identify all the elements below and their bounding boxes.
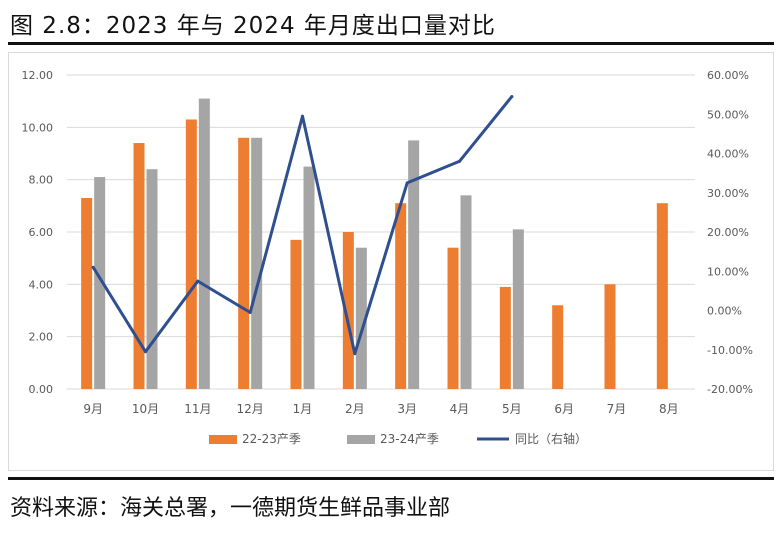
y-left-tick-label: 6.00 [29,226,54,239]
x-tick-label: 2月 [345,402,365,416]
title-rule [8,42,774,45]
y-right-tick-label: 30.00% [707,187,749,200]
x-tick-label: 1月 [293,402,313,416]
y-right-tick-label: 60.00% [707,69,749,82]
source-note: 资料来源：海关总署，一德期货生鲜品事业部 [10,496,451,521]
bar-2223-1 [81,197,93,389]
figure-title: 图 2.8：2023 年与 2024 年月度出口量对比 [10,13,496,39]
legend-swatch-2 [347,435,375,444]
y-right-tick-label: 40.00% [707,148,749,161]
bar-2324-7 [408,140,420,389]
x-tick-label: 3月 [397,402,417,416]
bar-2223-6 [342,232,354,389]
yoy-point-6 [353,352,357,356]
y-left-tick-label: 2.00 [29,331,54,344]
bar-2223-5 [290,239,302,389]
x-tick-label: 7月 [607,402,627,416]
bar-2223-10 [552,305,564,389]
bar-2324-2 [146,169,158,389]
bar-2223-4 [238,137,250,389]
y-left-tick-label: 4.00 [29,278,54,291]
y-right-tick-label: 20.00% [707,226,749,239]
x-tick-label: 11月 [184,402,211,416]
legend-label-1: 22-23产季 [242,432,301,446]
source-rule [8,477,774,480]
y-right-tick-label: 0.00% [707,305,742,318]
yoy-point-5 [301,114,304,118]
y-left-tick-label: 10.00 [22,121,54,134]
y-right-tick-label: 10.00% [707,265,749,278]
x-tick-label: 6月 [554,402,574,416]
legend-label-3: 同比（右轴） [515,431,587,446]
bar-2223-7 [395,203,407,389]
bar-2223-8 [447,247,459,389]
yoy-point-8 [458,159,461,163]
bar-2324-1 [94,177,106,389]
x-tick-label: 10月 [132,402,159,416]
yoy-point-4 [248,310,252,314]
y-left-tick-label: 0.00 [29,383,54,396]
yoy-point-7 [405,181,409,185]
yoy-point-9 [510,95,514,99]
bar-2324-8 [460,195,472,389]
y-right-tick-label: -20.00% [707,383,753,396]
bar-2324-3 [198,98,210,390]
bar-2324-5 [303,166,315,389]
x-tick-label: 8月 [659,402,679,416]
yoy-point-1 [91,265,95,269]
x-tick-label: 12月 [237,402,264,416]
bar-2223-3 [185,119,197,389]
legend-label-2: 23-24产季 [380,432,439,446]
y-left-tick-label: 12.00 [22,69,54,82]
bar-2223-9 [499,286,511,389]
bar-2223-11 [604,284,616,389]
chart-frame: 0.00 2.00 4.00 6.00 8.00 10.00 12.00 -20.00% -10… [8,52,774,471]
x-tick-label: 5月 [502,402,522,416]
bar-2223-12 [656,203,668,389]
yoy-point-2 [144,350,147,354]
bar-2223-2 [133,143,145,389]
y-right-tick-label: 50.00% [707,108,749,121]
y-left-tick-label: 8.00 [29,174,54,187]
export-volume-chart: 0.00 2.00 4.00 6.00 8.00 10.00 12.00 -20.00% -10… [22,69,753,446]
y-right-tick-label: -10.00% [707,344,753,357]
x-tick-label: 4月 [450,402,470,416]
x-tick-label: 9月 [83,402,103,416]
bar-2324-9 [512,229,524,389]
bar-2324-4 [251,137,263,389]
bar-2324-6 [355,247,367,389]
yoy-point-3 [196,279,200,283]
legend-swatch-1 [209,435,237,444]
